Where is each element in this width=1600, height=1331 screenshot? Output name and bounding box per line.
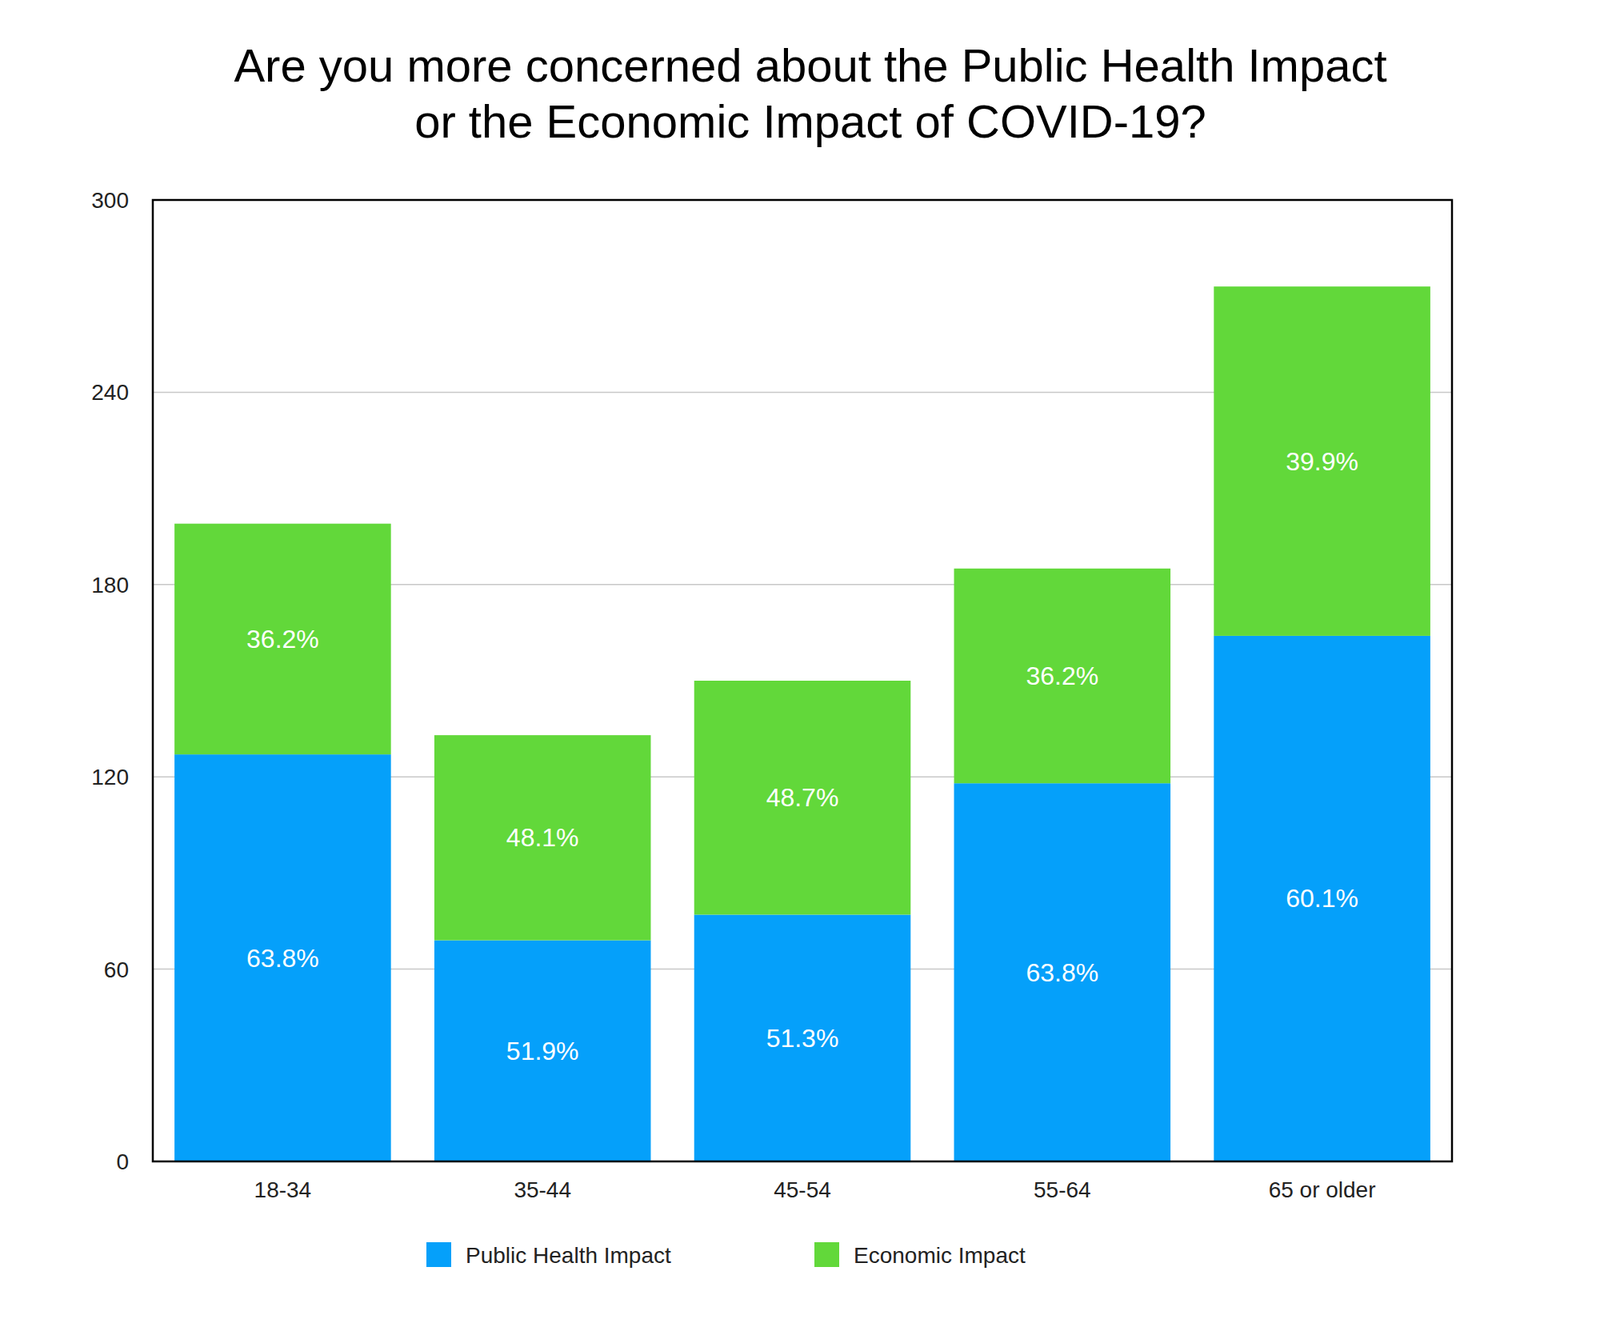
share-label: 51.9% — [506, 1036, 580, 1066]
share-label: 48.7% — [766, 783, 840, 812]
bar-segment — [1213, 636, 1431, 1162]
share-label: 48.1% — [506, 823, 580, 852]
bar-segment — [434, 940, 652, 1162]
title-line: Are you more concerned about the Public … — [233, 39, 1387, 92]
share-label: 60.1% — [1285, 884, 1359, 913]
y-tick-label: 180 — [91, 572, 129, 598]
title: Are you more concerned about the Public … — [233, 39, 1387, 148]
bar-segment — [434, 735, 652, 940]
x-tick-label: 35-44 — [513, 1177, 572, 1203]
bar-segment — [954, 568, 1172, 784]
y-tick-label: 300 — [91, 188, 129, 213]
y-tick-label: 240 — [91, 380, 129, 405]
x-tick-label: 65 or older — [1268, 1177, 1376, 1203]
bar-segment — [954, 783, 1172, 1162]
share-label: 36.2% — [1025, 661, 1099, 691]
share-label: 39.9% — [1285, 447, 1359, 476]
bar-segment — [1213, 286, 1431, 636]
share-label: 63.8% — [246, 944, 320, 973]
share-label: 36.2% — [246, 624, 320, 654]
legend-label: Economic Impact — [853, 1243, 1026, 1268]
legend-label: Public Health Impact — [465, 1243, 672, 1268]
bars — [174, 286, 1431, 1162]
y-tick-label: 60 — [104, 957, 129, 983]
bar-segment — [174, 754, 392, 1162]
bar-segment — [694, 914, 912, 1162]
y-tick-label: 0 — [116, 1149, 129, 1175]
title-line: or the Economic Impact of COVID-19? — [414, 95, 1207, 148]
x-tick-label: 55-64 — [1033, 1177, 1092, 1203]
data-labels: 63.8% 36.2% 51.9% 48.1% 51.3% 48.7% 63.8% 36.2%… — [246, 447, 1359, 1066]
plot-frame — [152, 200, 1452, 1162]
bar-segment — [174, 524, 392, 755]
x-tick-label: 18-34 — [254, 1177, 312, 1203]
chart-root: Are you more concerned about the Public … — [0, 0, 1600, 1331]
chart: Are you more concerned about the Public … — [0, 0, 1600, 1331]
background — [0, 0, 1600, 1331]
share-label: 63.8% — [1025, 958, 1099, 988]
bar-segment — [694, 680, 912, 915]
legend-swatch — [814, 1242, 840, 1268]
y-tick-label: 120 — [91, 764, 129, 790]
legend-swatch — [426, 1242, 452, 1268]
share-label: 51.3% — [766, 1024, 840, 1053]
x-tick-label: 45-54 — [773, 1177, 832, 1203]
